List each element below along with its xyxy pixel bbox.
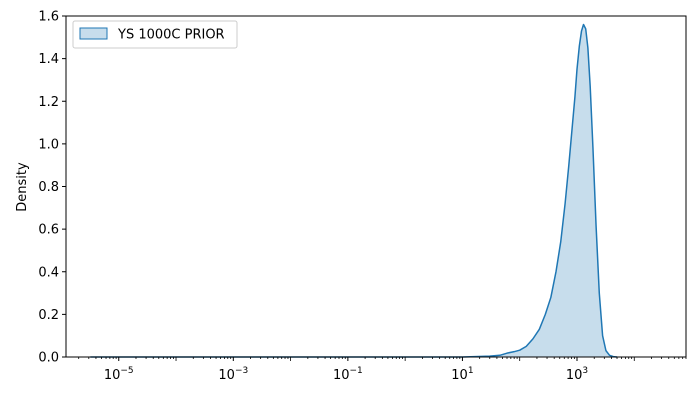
x-axis-ticks: 10−5 10−3 10−1 101 103: [78, 357, 687, 383]
y-tick-label: 1.4: [38, 52, 59, 67]
y-tick-label: 1.2: [38, 95, 59, 110]
y-tick-label: 0.2: [38, 308, 59, 323]
density-area-0: [90, 24, 618, 358]
y-axis-label: Density: [15, 162, 30, 212]
y-tick-label: 0.6: [38, 223, 59, 238]
legend-label: YS 1000C PRIOR: [117, 28, 225, 43]
plot-frame: [65, 15, 687, 358]
y-tick-label: 0.0: [38, 351, 59, 366]
y-axis-ticks: 0.0 0.2 0.4 0.6 0.8 1.0 1.2 1.4 1.6: [38, 10, 66, 366]
y-tick-label: 1.6: [38, 10, 59, 25]
density-line-0: [90, 23, 618, 358]
x-tick-label: 10−3: [218, 366, 248, 383]
y-tick-label: 1.0: [38, 137, 59, 152]
x-tick-label: 10−1: [333, 366, 363, 383]
legend-swatch: [79, 27, 108, 40]
series-layer: [90, 23, 618, 358]
x-tick-label: 103: [566, 366, 588, 383]
y-tick-label: 0.8: [38, 180, 59, 195]
y-tick-label: 0.4: [38, 265, 59, 280]
legend: YS 1000C PRIOR: [72, 20, 238, 49]
legend-box: [72, 20, 238, 49]
x-tick-label: 10−5: [104, 366, 134, 383]
x-tick-label: 101: [451, 366, 473, 383]
